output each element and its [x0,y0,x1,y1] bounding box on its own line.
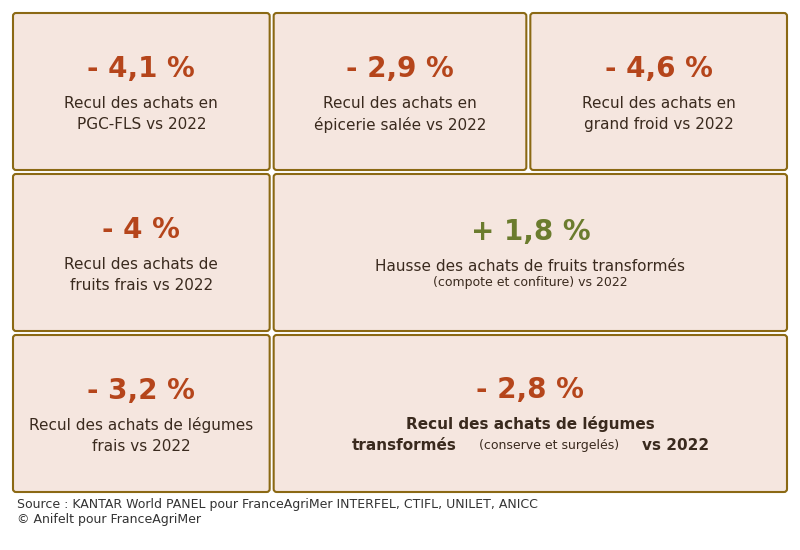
Text: - 2,9 %: - 2,9 % [346,55,454,83]
Text: (conserve et surgelés): (conserve et surgelés) [475,439,623,452]
Text: grand froid vs 2022: grand froid vs 2022 [584,117,734,132]
Text: Source : KANTAR World PANEL pour FranceAgriMer INTERFEL, CTIFL, UNILET, ANICC
© : Source : KANTAR World PANEL pour FranceA… [17,498,538,526]
FancyBboxPatch shape [13,174,270,331]
Text: - 2,8 %: - 2,8 % [476,376,584,404]
Text: transformés: transformés [352,438,457,453]
FancyBboxPatch shape [13,335,270,492]
Text: (compote et confiture) vs 2022: (compote et confiture) vs 2022 [433,276,628,289]
Text: Recul des achats en: Recul des achats en [582,96,735,111]
Text: - 4,1 %: - 4,1 % [87,55,195,83]
Text: + 1,8 %: + 1,8 % [470,218,590,246]
Text: Recul des achats de légumes: Recul des achats de légumes [406,416,654,432]
Text: Recul des achats de légumes: Recul des achats de légumes [30,417,254,433]
FancyBboxPatch shape [274,13,526,170]
Text: frais vs 2022: frais vs 2022 [92,439,190,454]
Text: épicerie salée vs 2022: épicerie salée vs 2022 [314,117,486,133]
Text: fruits frais vs 2022: fruits frais vs 2022 [70,278,213,293]
FancyBboxPatch shape [530,13,787,170]
Text: Recul des achats en: Recul des achats en [65,96,218,111]
Text: Recul des achats en: Recul des achats en [323,96,477,111]
Text: vs 2022: vs 2022 [642,438,709,453]
Text: - 4,6 %: - 4,6 % [605,55,713,83]
FancyBboxPatch shape [13,13,270,170]
Text: - 3,2 %: - 3,2 % [87,377,195,405]
Text: PGC-FLS vs 2022: PGC-FLS vs 2022 [77,117,206,132]
Text: Hausse des achats de fruits transformés: Hausse des achats de fruits transformés [375,258,686,274]
FancyBboxPatch shape [274,335,787,492]
Text: - 4 %: - 4 % [102,216,180,244]
FancyBboxPatch shape [274,174,787,331]
Text: Recul des achats de: Recul des achats de [64,257,218,272]
